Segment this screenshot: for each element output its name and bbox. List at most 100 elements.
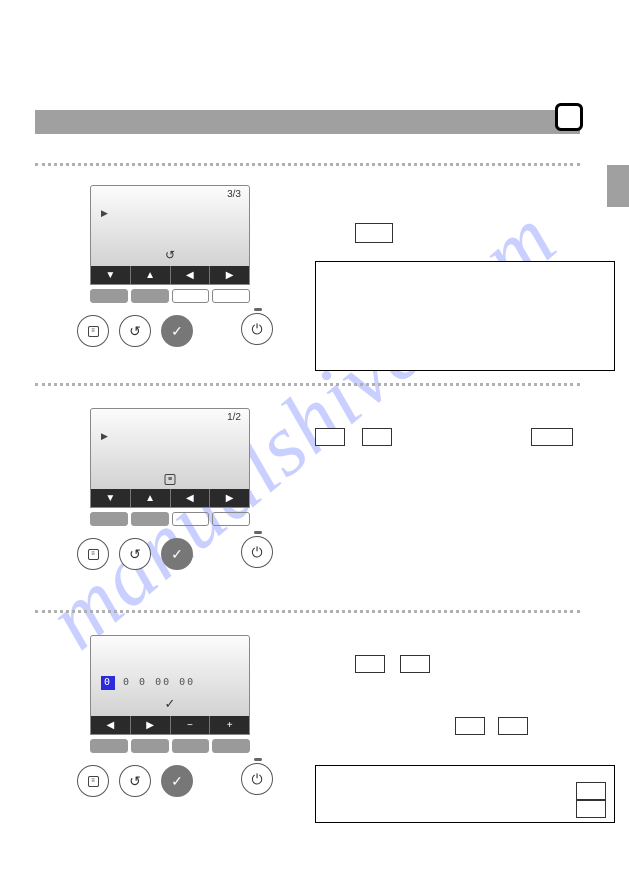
right-column bbox=[315, 195, 615, 371]
section-1: 3/3 ▶ ↺ ▼ ▲ ◀ ▶ ≡ ↺ ✓ bbox=[35, 185, 580, 385]
softkey-3[interactable] bbox=[172, 512, 210, 526]
placeholder-box bbox=[455, 717, 485, 735]
power-button-wrap: ⏻ bbox=[241, 536, 273, 568]
softkey-1[interactable] bbox=[90, 739, 128, 753]
power-button[interactable]: ⏻ bbox=[241, 763, 273, 795]
right-column bbox=[315, 428, 615, 446]
digit-highlighted: 0 bbox=[101, 676, 115, 690]
placeholder-box bbox=[498, 717, 528, 735]
softstrip-down-icon: ▼ bbox=[91, 266, 130, 284]
softkey-2[interactable] bbox=[131, 739, 169, 753]
softkey-row bbox=[90, 289, 250, 303]
cursor-indicator: ▶ bbox=[101, 208, 108, 219]
screen-panel: 3/3 ▶ ↺ ▼ ▲ ◀ ▶ bbox=[90, 185, 250, 303]
return-icon: ↺ bbox=[165, 248, 175, 262]
confirm-button[interactable]: ✓ bbox=[161, 315, 193, 347]
placeholder-box bbox=[315, 428, 345, 446]
back-icon: ↺ bbox=[129, 546, 141, 563]
digits-row: 0 0 0 00 00 bbox=[101, 676, 195, 690]
power-button-wrap: ⏻ bbox=[241, 763, 273, 795]
lcd-screen: 3/3 ▶ ↺ ▼ ▲ ◀ ▶ bbox=[90, 185, 250, 285]
placeholder-box bbox=[576, 782, 606, 800]
list-button[interactable]: ≡ bbox=[77, 538, 109, 570]
round-button-row: ≡ ↺ ✓ bbox=[77, 765, 193, 797]
screen-softkey-strip: ▼ ▲ ◀ ▶ bbox=[91, 489, 249, 507]
divider-dotted bbox=[35, 610, 580, 613]
digits-rest: 0 0 00 00 bbox=[115, 677, 195, 688]
softstrip-left-icon: ◀ bbox=[91, 716, 130, 734]
confirm-button[interactable]: ✓ bbox=[161, 538, 193, 570]
power-led bbox=[254, 531, 262, 534]
back-button[interactable]: ↺ bbox=[119, 765, 151, 797]
lcd-screen: 1/2 ▶ ≡ ▼ ▲ ◀ ▶ bbox=[90, 408, 250, 508]
softkey-4[interactable] bbox=[212, 739, 250, 753]
back-button[interactable]: ↺ bbox=[119, 538, 151, 570]
back-icon: ↺ bbox=[129, 773, 141, 790]
screen-panel: 0 0 0 00 00 ✓ ◀ ▶ − + bbox=[90, 635, 250, 753]
placeholder-box bbox=[355, 655, 385, 673]
softkey-2[interactable] bbox=[131, 512, 169, 526]
softstrip-minus-icon: − bbox=[170, 716, 210, 734]
cursor-indicator: ▶ bbox=[101, 431, 108, 442]
power-led bbox=[254, 308, 262, 311]
list-button[interactable]: ≡ bbox=[77, 315, 109, 347]
softkey-3[interactable] bbox=[172, 289, 210, 303]
lcd-screen: 0 0 0 00 00 ✓ ◀ ▶ − + bbox=[90, 635, 250, 735]
list-icon: ≡ bbox=[88, 776, 99, 787]
round-button-row: ≡ ↺ ✓ bbox=[77, 315, 193, 347]
list-button[interactable]: ≡ bbox=[77, 765, 109, 797]
softstrip-left-icon: ◀ bbox=[170, 266, 210, 284]
softkey-row bbox=[90, 512, 250, 526]
softstrip-up-icon: ▲ bbox=[130, 266, 170, 284]
note-frame bbox=[315, 765, 615, 823]
softkey-row bbox=[90, 739, 250, 753]
check-icon: ✓ bbox=[171, 773, 183, 790]
power-button[interactable]: ⏻ bbox=[241, 536, 273, 568]
header-corner-square bbox=[555, 103, 583, 131]
screen-softkey-strip: ◀ ▶ − + bbox=[91, 716, 249, 734]
softkey-4[interactable] bbox=[212, 289, 250, 303]
softkey-4[interactable] bbox=[212, 512, 250, 526]
check-icon: ✓ bbox=[171, 546, 183, 563]
placeholder-box bbox=[531, 428, 573, 446]
softkey-3[interactable] bbox=[172, 739, 210, 753]
softstrip-right-icon: ▶ bbox=[130, 716, 170, 734]
back-icon: ↺ bbox=[129, 323, 141, 340]
header-bar bbox=[35, 110, 580, 134]
power-button-wrap: ⏻ bbox=[241, 313, 273, 345]
placeholder-box bbox=[355, 223, 393, 243]
power-icon: ⏻ bbox=[251, 544, 262, 561]
screen-panel: 1/2 ▶ ≡ ▼ ▲ ◀ ▶ bbox=[90, 408, 250, 526]
placeholder-box bbox=[576, 800, 606, 818]
note-frame bbox=[315, 261, 615, 371]
screen-pager: 3/3 bbox=[227, 189, 241, 200]
right-column bbox=[315, 655, 615, 823]
list-icon: ≡ bbox=[88, 326, 99, 337]
confirm-button[interactable]: ✓ bbox=[161, 765, 193, 797]
softstrip-left-icon: ◀ bbox=[170, 489, 210, 507]
round-button-row: ≡ ↺ ✓ bbox=[77, 538, 193, 570]
check-icon: ✓ bbox=[171, 323, 183, 340]
section-3: 0 0 0 00 00 ✓ ◀ ▶ − + ≡ ↺ ✓ bbox=[35, 635, 580, 835]
divider-dotted bbox=[35, 163, 580, 166]
softstrip-plus-icon: + bbox=[209, 716, 249, 734]
softkey-1[interactable] bbox=[90, 289, 128, 303]
placeholder-box bbox=[362, 428, 392, 446]
softkey-1[interactable] bbox=[90, 512, 128, 526]
power-icon: ⏻ bbox=[251, 771, 262, 788]
back-button[interactable]: ↺ bbox=[119, 315, 151, 347]
power-button[interactable]: ⏻ bbox=[241, 313, 273, 345]
softkey-2[interactable] bbox=[131, 289, 169, 303]
placeholder-box bbox=[400, 655, 430, 673]
softstrip-right-icon: ▶ bbox=[209, 266, 249, 284]
list-icon: ≡ bbox=[165, 474, 176, 485]
softstrip-right-icon: ▶ bbox=[209, 489, 249, 507]
power-led bbox=[254, 758, 262, 761]
power-icon: ⏻ bbox=[251, 321, 262, 338]
screen-pager: 1/2 bbox=[227, 412, 241, 423]
list-icon: ≡ bbox=[88, 549, 99, 560]
softstrip-down-icon: ▼ bbox=[91, 489, 130, 507]
section-2: 1/2 ▶ ≡ ▼ ▲ ◀ ▶ ≡ ↺ ✓ bbox=[35, 408, 580, 608]
check-icon: ✓ bbox=[165, 696, 176, 712]
softstrip-up-icon: ▲ bbox=[130, 489, 170, 507]
